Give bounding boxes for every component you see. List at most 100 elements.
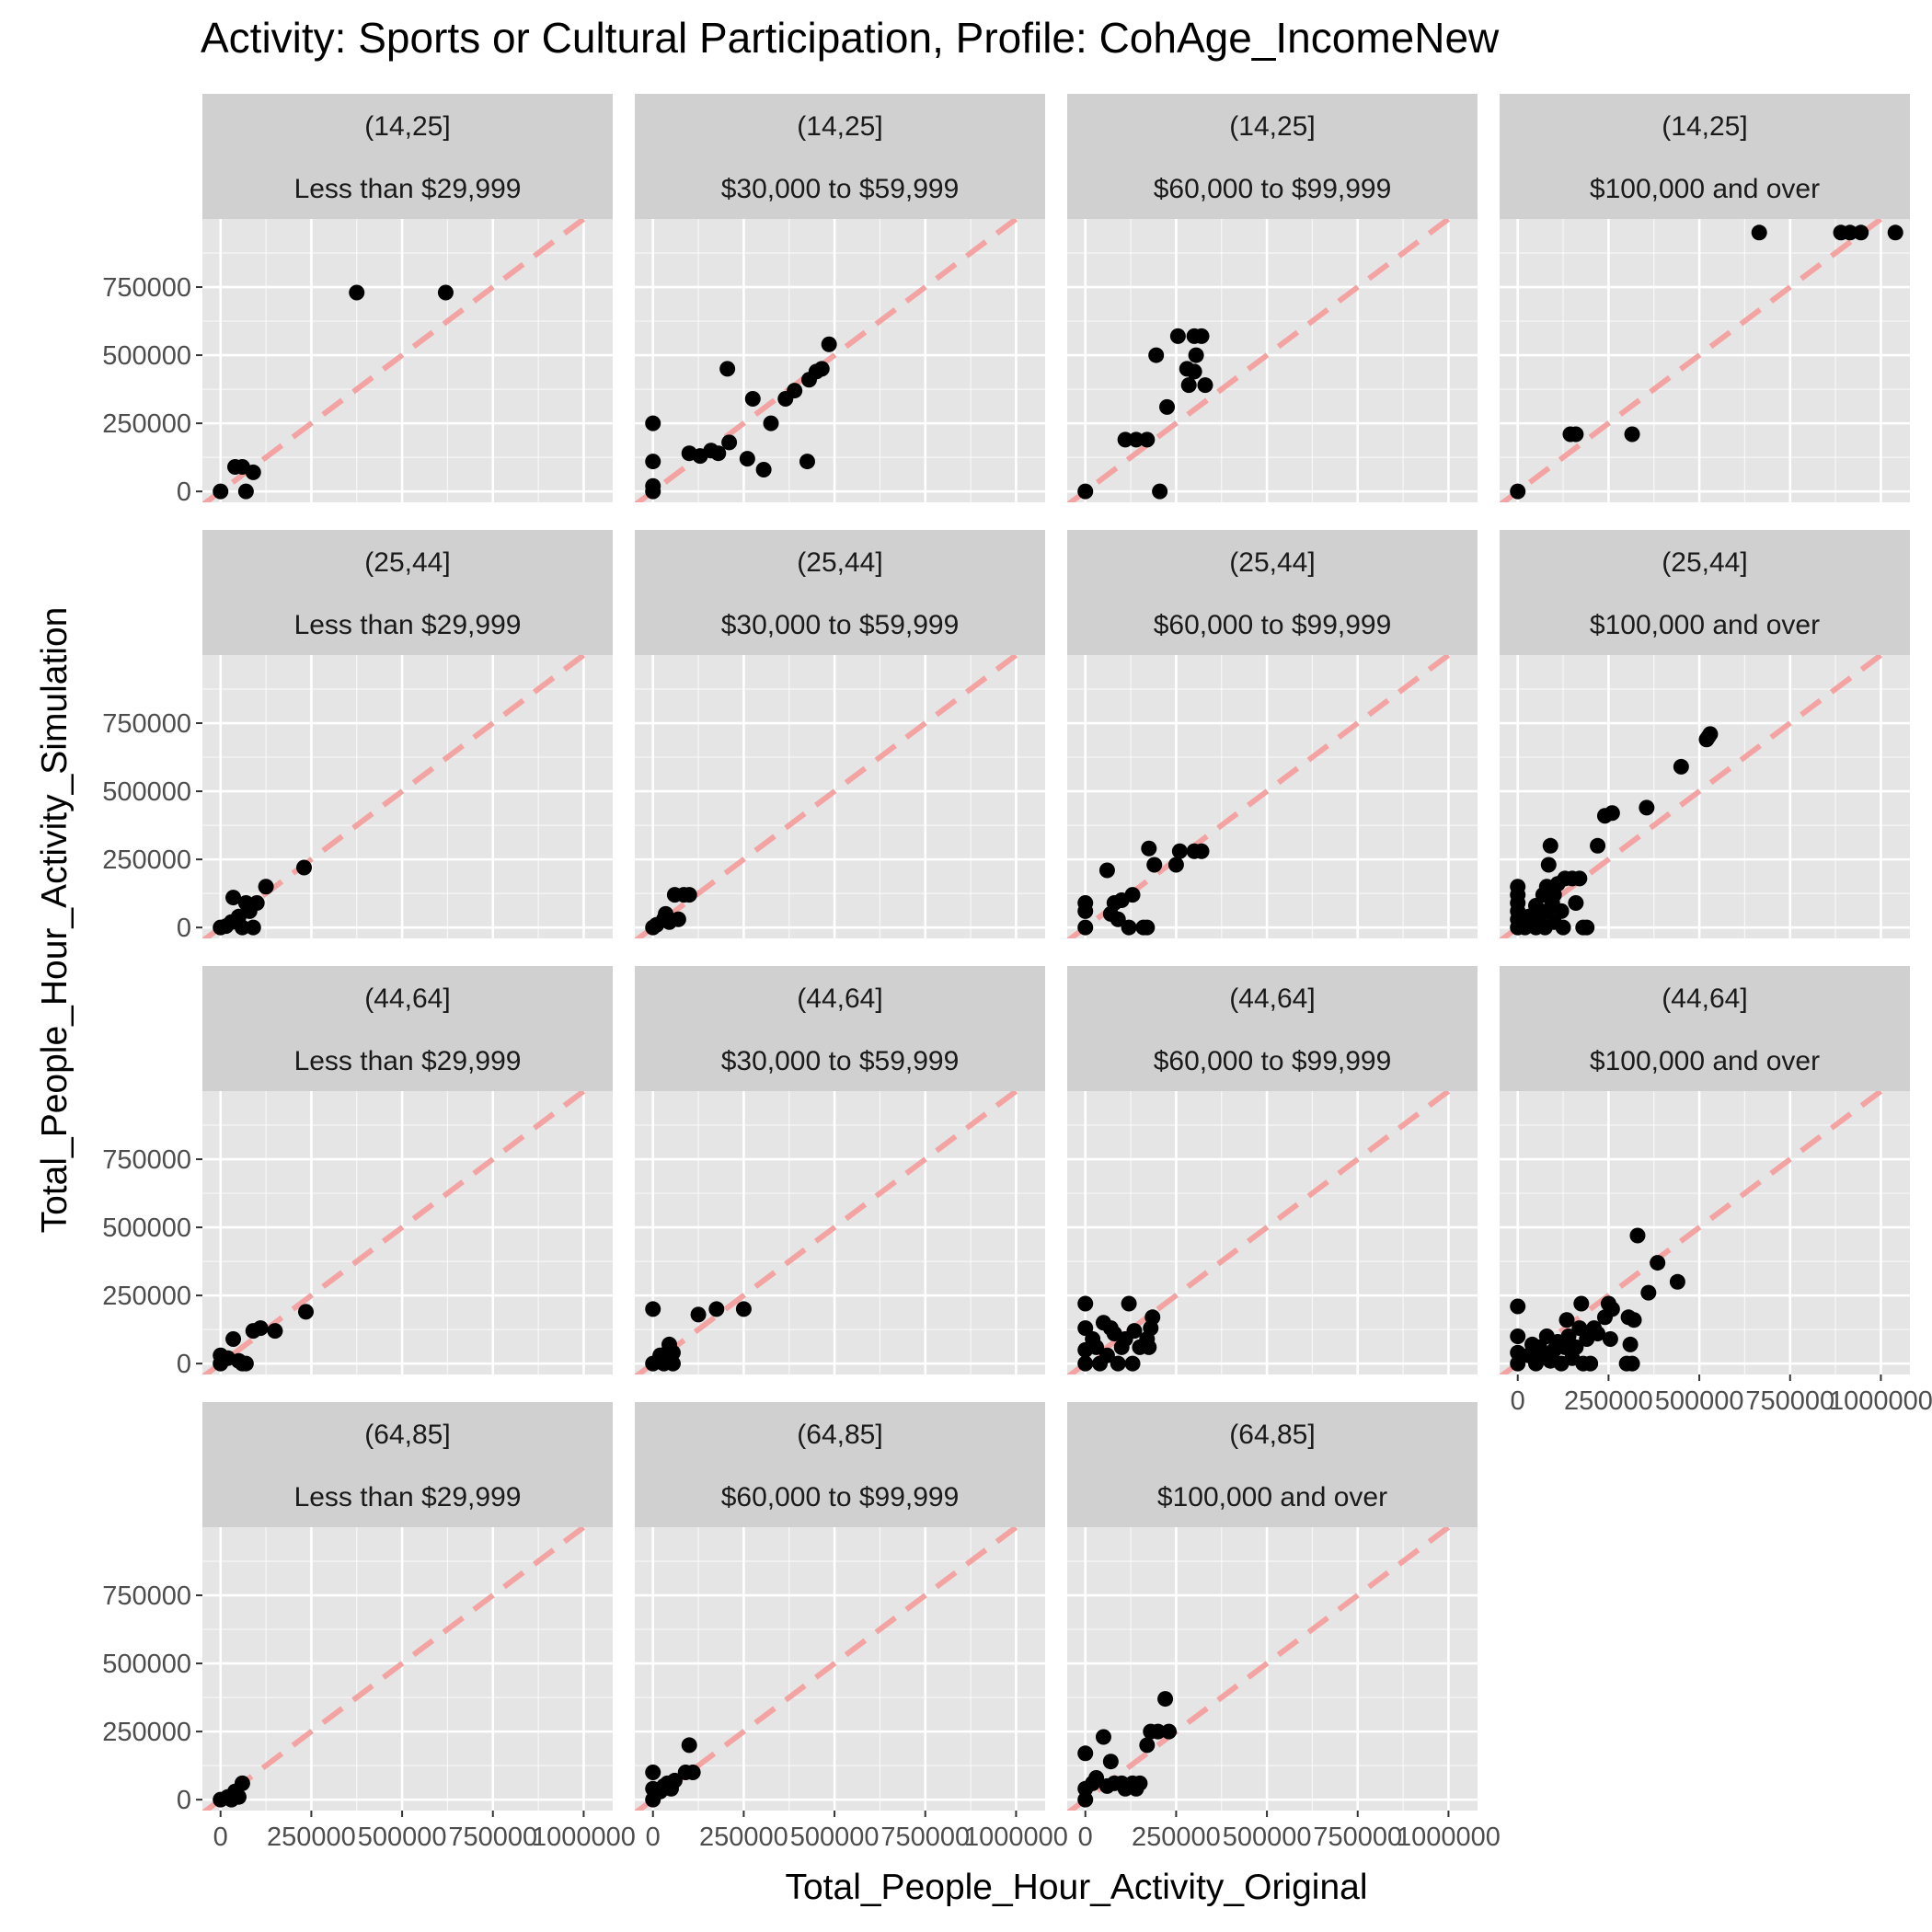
panel-plot-area	[635, 655, 1045, 938]
facet-strip-income-label: Less than $29,999	[294, 610, 522, 640]
facet-strip	[202, 966, 613, 1091]
data-point	[1148, 347, 1165, 363]
facet-panel: (44,64] $30,000 to $59,999	[635, 966, 1045, 1374]
facet-strip-age-label: (14,25]	[364, 111, 450, 142]
facet-panel: (25,44] $30,000 to $59,999	[635, 530, 1045, 938]
facet-strip-age-label: (44,64]	[1229, 983, 1315, 1014]
x-tick-label: 250000	[1564, 1386, 1653, 1416]
facet-strip	[1500, 94, 1910, 219]
data-point	[1640, 1284, 1657, 1301]
x-tick-label: 0	[1078, 1823, 1093, 1852]
facet-strip	[1067, 530, 1478, 655]
facet-strip-income-label: $30,000 to $59,999	[721, 174, 960, 204]
facet-panel: (25,44] $60,000 to $99,999	[1067, 530, 1478, 938]
data-point	[1095, 1729, 1111, 1745]
y-tick-label: 250000	[102, 1718, 191, 1747]
data-point	[1139, 1737, 1156, 1754]
facet-strip-age-label: (44,64]	[364, 983, 450, 1014]
reference-line	[635, 1091, 1021, 1374]
facet-strip-income-label: $100,000 and over	[1590, 174, 1820, 204]
facet-strip-age-label: (14,25]	[1229, 111, 1315, 142]
data-point	[1077, 895, 1094, 911]
panel-plot-area	[1067, 655, 1478, 938]
data-point	[1573, 1295, 1590, 1312]
data-point	[252, 1320, 269, 1337]
data-point	[234, 919, 250, 936]
y-tick-label: 0	[177, 1786, 191, 1815]
data-point	[1669, 1273, 1685, 1290]
data-point	[744, 390, 761, 407]
facet-strip	[1500, 530, 1910, 655]
data-point	[296, 859, 313, 876]
data-point	[1102, 1754, 1119, 1770]
x-tick-label: 0	[1511, 1386, 1525, 1416]
data-point	[245, 464, 261, 480]
data-point	[1540, 857, 1557, 873]
data-point	[1161, 1723, 1178, 1740]
facet-panel: (44,64] $60,000 to $99,999	[1067, 966, 1478, 1374]
panel-plot-area	[635, 1527, 1045, 1811]
reference-line	[1067, 1527, 1454, 1811]
data-point	[1077, 919, 1094, 936]
data-point	[1150, 1723, 1167, 1740]
facet-strip-age-label: (64,85]	[797, 1420, 882, 1450]
x-tick-label: 0	[646, 1823, 661, 1852]
data-point	[1141, 1339, 1157, 1355]
facet-strip	[202, 530, 613, 655]
x-tick-label: 750000	[448, 1823, 537, 1852]
data-point	[1126, 1323, 1143, 1340]
data-point	[1077, 483, 1094, 500]
x-tick-label: 250000	[267, 1823, 356, 1852]
data-point	[1510, 1328, 1526, 1345]
x-tick-label: 500000	[358, 1823, 447, 1852]
facet-panel: (64,85] $60,000 to $99,999 0 250000 500000 75…	[635, 1402, 1068, 1852]
data-point	[225, 890, 242, 906]
facet-strip	[202, 1402, 613, 1527]
y-tick-label: 250000	[102, 845, 191, 875]
x-tick-label: 250000	[699, 1823, 788, 1852]
data-point	[645, 415, 661, 431]
panel-plot-area	[202, 1527, 613, 1811]
data-point	[664, 1355, 681, 1372]
data-point	[690, 1306, 707, 1323]
facet-strip-income-label: $100,000 and over	[1590, 610, 1820, 640]
reference-line	[1500, 655, 1886, 938]
y-tick-label: 500000	[102, 341, 191, 371]
panel-plot-area	[635, 219, 1045, 502]
facet-strip-income-label: $60,000 to $99,999	[1154, 610, 1392, 640]
panel-plot-area	[1500, 655, 1910, 938]
data-point	[710, 445, 727, 462]
data-point	[1650, 1255, 1666, 1271]
y-tick-label: 250000	[102, 1282, 191, 1311]
facet-strip	[635, 1402, 1045, 1527]
data-point	[1121, 1295, 1137, 1312]
data-point	[1604, 805, 1620, 822]
data-point	[1193, 328, 1210, 344]
y-tick-label: 750000	[102, 1581, 191, 1611]
facet-strip-income-label: $60,000 to $99,999	[1154, 1046, 1392, 1076]
facet-strip-age-label: (25,44]	[1229, 547, 1315, 578]
data-point	[1602, 1331, 1618, 1347]
panel-plot-area	[1500, 1091, 1910, 1374]
data-point	[437, 284, 454, 301]
facet-panel: (44,64] Less than $29,999 0 250000 500000 750…	[102, 966, 613, 1379]
data-point	[1622, 1336, 1639, 1352]
facet-strip-income-label: $60,000 to $99,999	[721, 1482, 960, 1512]
data-point	[1568, 1339, 1584, 1355]
panel-plot-area	[1067, 1091, 1478, 1374]
x-tick-label: 750000	[880, 1823, 970, 1852]
data-point	[1121, 919, 1137, 936]
facet-strip-age-label: (25,44]	[1662, 547, 1747, 578]
facet-strip-income-label: $30,000 to $59,999	[721, 610, 960, 640]
data-point	[1141, 840, 1157, 857]
data-point	[1590, 1326, 1606, 1342]
facet-strip-income-label: Less than $29,999	[294, 1046, 522, 1076]
data-point	[1169, 328, 1186, 344]
y-tick-label: 750000	[102, 1145, 191, 1175]
data-point	[1124, 1355, 1141, 1372]
facet-strip	[1067, 94, 1478, 219]
data-point	[1167, 857, 1184, 873]
data-point	[1624, 426, 1640, 443]
